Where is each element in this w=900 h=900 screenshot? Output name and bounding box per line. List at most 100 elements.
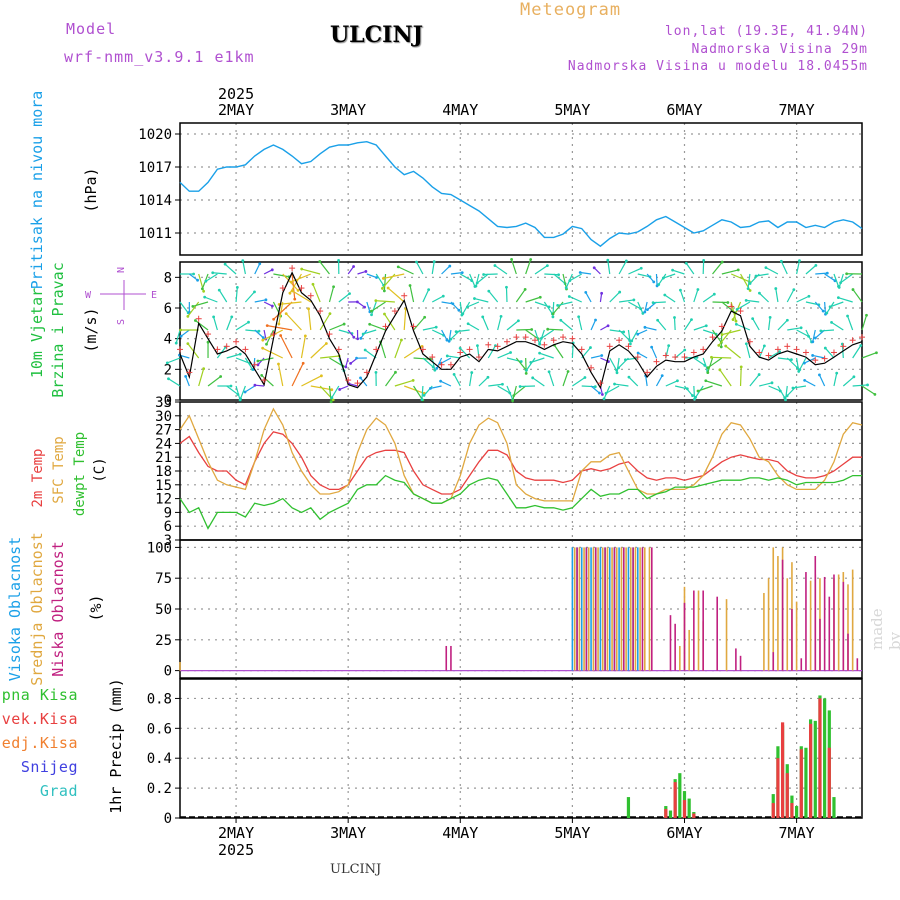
total-precip-bar — [795, 806, 799, 818]
wind-arrow-head — [466, 305, 469, 309]
wind-arrow-head — [676, 379, 679, 383]
wind-arrow-head — [174, 341, 178, 345]
wind-arrow-head — [474, 284, 478, 288]
temp-sfc-label: SFC Temp — [51, 436, 67, 503]
wind-arrow-head — [694, 395, 697, 399]
wind-arrow — [749, 374, 760, 387]
wind-arrow — [530, 357, 545, 363]
wind-arrow-head — [179, 334, 183, 338]
wind-arrow-head — [627, 375, 631, 379]
temp-unit: (C) — [92, 457, 108, 482]
conv-precip-bar — [818, 698, 822, 818]
wind-arrow-head — [257, 329, 261, 333]
wind-arrow-head — [657, 283, 661, 286]
wind-arrow — [394, 339, 402, 359]
wind-arrow — [525, 357, 536, 371]
wind-arrow — [180, 329, 190, 337]
wind-arrow — [605, 385, 620, 394]
conv-precip-bar — [692, 813, 696, 818]
wind-arrow — [861, 352, 877, 359]
pressure-ylabel: Pritisak na nivou mora — [28, 91, 46, 290]
wind-arrow-head — [774, 287, 778, 290]
wind-arrow — [590, 385, 600, 394]
wind-arrow-head — [466, 322, 470, 326]
wind-arrow — [205, 273, 218, 282]
panel-clouds: 0 25 50 75 100 — [147, 539, 863, 680]
cloud-unit: (%) — [87, 594, 105, 621]
wind-arrow — [796, 329, 809, 337]
total-precip-bar — [626, 797, 631, 818]
wind-arrow — [347, 329, 355, 338]
model-name: wrf-nmm_v3.9.1 e1km — [64, 48, 255, 66]
wind-arrow-head — [551, 315, 555, 319]
y-tick-label: 0.8 — [147, 691, 172, 707]
panel-pressure: 1011 1014 1017 1020 — [138, 122, 863, 256]
conv-precip-bar — [799, 749, 803, 818]
wind-markers — [177, 265, 865, 387]
page-title: ULCINJ — [330, 22, 423, 48]
wind-arrow — [824, 301, 827, 315]
wind-arrow — [285, 313, 302, 331]
wind-arrow — [548, 371, 555, 387]
wind-arrow — [768, 351, 780, 359]
top-day-label: 3MAY — [330, 101, 366, 119]
wind-arrow-head — [352, 335, 356, 339]
wind-arrow — [711, 356, 732, 359]
wind-arrow-head — [667, 344, 671, 348]
wind-arrow-head — [441, 294, 445, 298]
cloud-mid-label: Srednja Oblacnost — [28, 532, 46, 686]
panel-frame — [179, 678, 863, 819]
wind-arrow-head — [746, 287, 750, 290]
wind-arrow-head — [823, 346, 827, 350]
wind-arrow — [520, 385, 536, 388]
y-tick-label: 75 — [155, 571, 172, 587]
wind-arrow-head — [673, 316, 676, 319]
wind-arrow-head — [706, 371, 710, 375]
wind-arrow — [387, 287, 405, 303]
wind-arrow — [637, 273, 651, 278]
wind-arrow-head — [396, 265, 400, 269]
wind-arrow — [805, 329, 813, 343]
wind-arrow-head — [200, 287, 204, 291]
wind-arrow-head — [400, 338, 403, 342]
wind-arrow-head — [538, 351, 541, 355]
wind-arrow-head — [618, 290, 622, 294]
wind-arrow-head — [696, 389, 700, 393]
conv-precip-bar — [673, 782, 677, 818]
wind-arrow-head — [818, 373, 821, 377]
wind-arrow-head — [352, 265, 355, 268]
wind-arrow — [539, 329, 545, 344]
top-day-label: 6MAY — [666, 101, 702, 119]
wind-arrow — [235, 287, 238, 303]
y-tick-label: 8 — [164, 270, 172, 286]
wind-arrow-head — [348, 292, 351, 296]
wind-arrow — [746, 299, 760, 303]
wind-arrow — [730, 301, 737, 322]
wind-arrow — [497, 316, 502, 331]
wind-arrow-head — [768, 315, 772, 319]
wind-arrow-head — [643, 310, 647, 314]
wind-arrow-head — [785, 318, 789, 322]
wind-arrow-head — [803, 378, 807, 382]
conv-precip-bar — [771, 803, 775, 818]
wind-arrow-head — [432, 260, 436, 264]
wind-arrow-head — [600, 291, 604, 295]
wind-arrow-head — [293, 297, 297, 301]
wind-arrow-head — [710, 355, 713, 359]
wind-arrow-head — [408, 284, 412, 287]
y-tick-label: 18 — [155, 464, 172, 480]
wind-arrow-head — [303, 334, 307, 338]
wind-arrow — [593, 267, 601, 275]
wind-arrow-head — [551, 312, 555, 316]
wind-arrow — [394, 379, 414, 387]
wind-arrow-head — [594, 318, 597, 322]
wind-arrow — [664, 294, 676, 303]
conv-precip-bar — [776, 758, 780, 818]
wind-arrow — [467, 323, 480, 331]
wind-arrow — [301, 268, 321, 275]
wind-arrow-head — [359, 336, 363, 340]
wind-arrow-head — [288, 291, 292, 295]
wind-arrow-head — [445, 354, 449, 358]
wind-arrow — [539, 352, 554, 359]
